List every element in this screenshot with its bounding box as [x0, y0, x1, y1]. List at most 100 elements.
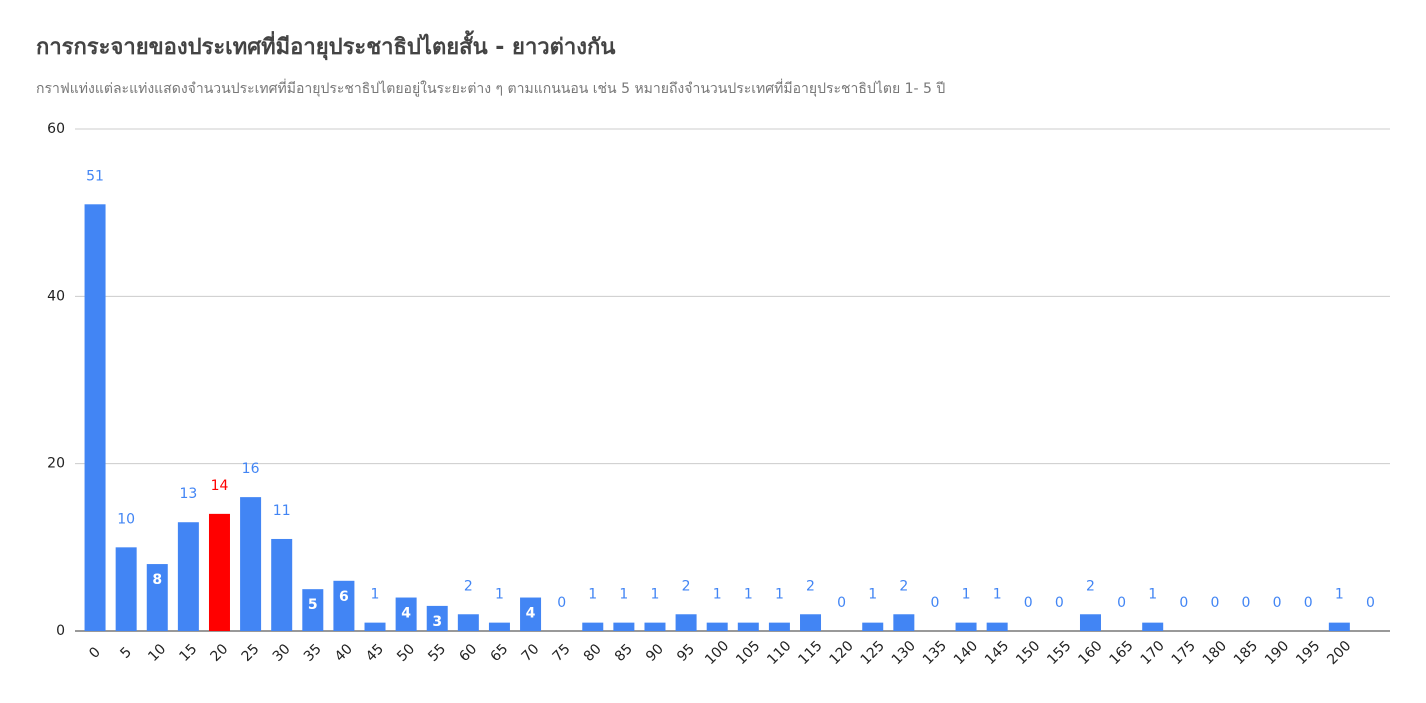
value-label: 1 — [868, 587, 877, 603]
value-label: 1 — [1148, 587, 1157, 603]
x-tick-label: 165 — [1106, 638, 1136, 668]
x-tick-label: 75 — [550, 641, 574, 665]
value-label: 6 — [339, 589, 349, 605]
value-label: 11 — [273, 503, 291, 519]
x-tick-label: 80 — [581, 641, 605, 665]
bar — [84, 204, 106, 632]
x-tick-label: 185 — [1231, 638, 1261, 668]
x-tick-label: 60 — [456, 641, 480, 665]
bar — [426, 605, 448, 631]
bar — [395, 597, 417, 631]
x-tick-label: 115 — [795, 638, 825, 668]
x-tick-label: 125 — [858, 638, 888, 668]
value-label: 0 — [1273, 595, 1282, 611]
value-label: 4 — [401, 606, 411, 622]
value-label: 1 — [588, 587, 597, 603]
x-tick-label: 65 — [487, 641, 511, 665]
value-label: 1 — [713, 587, 722, 603]
value-label: 1 — [651, 587, 660, 603]
bar — [613, 622, 635, 631]
x-tick-label: 50 — [394, 641, 418, 665]
x-tick-label: 5 — [117, 644, 135, 662]
bar — [986, 622, 1008, 631]
value-label: 1 — [962, 587, 971, 603]
bar — [955, 622, 977, 631]
x-tick-label: 95 — [674, 641, 698, 665]
y-tick-label: 60 — [47, 121, 65, 137]
y-tick-label: 20 — [47, 456, 65, 472]
value-label: 14 — [211, 478, 229, 494]
bar — [488, 622, 510, 631]
value-label: 1 — [775, 587, 784, 603]
x-tick-label: 200 — [1324, 638, 1354, 668]
value-label: 0 — [1242, 595, 1251, 611]
x-tick-label: 55 — [425, 641, 449, 665]
value-label: 1 — [619, 587, 628, 603]
bar — [240, 497, 262, 631]
bar — [333, 580, 355, 631]
value-label: 2 — [682, 578, 691, 594]
value-label: 1 — [371, 587, 380, 603]
value-label: 10 — [117, 511, 135, 527]
value-label: 51 — [86, 168, 104, 184]
y-tick-label: 40 — [47, 288, 65, 304]
bar — [457, 614, 479, 631]
x-tick-label: 105 — [733, 638, 763, 668]
bar — [582, 622, 604, 631]
x-tick-label: 155 — [1044, 638, 1074, 668]
x-tick-label: 40 — [332, 641, 356, 665]
bar — [115, 547, 137, 631]
x-tick-label: 180 — [1200, 638, 1230, 668]
x-tick-label: 25 — [239, 641, 263, 665]
bar — [520, 597, 542, 631]
x-tick-label: 140 — [951, 638, 981, 668]
bar — [146, 564, 168, 631]
bar — [364, 622, 386, 631]
value-label: 0 — [837, 595, 846, 611]
value-label: 2 — [806, 578, 815, 594]
value-label: 1 — [993, 587, 1002, 603]
value-label: 2 — [1086, 578, 1095, 594]
value-label: 5 — [308, 597, 318, 613]
x-tick-label: 0 — [86, 644, 104, 662]
x-tick-label: 35 — [301, 641, 325, 665]
value-label: 1 — [744, 587, 753, 603]
chart-subtitle: กราฟแท่งแต่ละแท่งแสดงจำนวนประเทศที่มีอาย… — [36, 79, 945, 97]
x-tick-label: 10 — [145, 641, 169, 665]
x-tick-label: 160 — [1075, 638, 1105, 668]
value-label: 16 — [242, 461, 260, 477]
bar — [1079, 614, 1101, 631]
value-label: 13 — [179, 486, 197, 502]
value-label: 0 — [930, 595, 939, 611]
bar — [177, 522, 199, 631]
value-label: 0 — [1366, 595, 1375, 611]
x-tick-label: 45 — [363, 641, 387, 665]
x-tick-label: 85 — [612, 641, 636, 665]
bar — [737, 622, 759, 631]
bar — [271, 538, 293, 631]
value-label: 2 — [464, 578, 473, 594]
x-tick-label: 110 — [764, 638, 794, 668]
value-label: 1 — [1335, 587, 1344, 603]
x-tick-label: 100 — [702, 638, 732, 668]
x-tick-label: 70 — [519, 641, 543, 665]
x-tick-label: 130 — [889, 638, 919, 668]
x-tick-label: 190 — [1262, 638, 1292, 668]
value-label: 0 — [1117, 595, 1126, 611]
x-tick-label: 150 — [1013, 638, 1043, 668]
value-label: 0 — [557, 595, 566, 611]
bar — [768, 622, 790, 631]
bar — [208, 513, 230, 631]
x-tick-label: 120 — [827, 638, 857, 668]
bar — [893, 614, 915, 631]
value-label: 0 — [1304, 595, 1313, 611]
value-label: 4 — [526, 606, 536, 622]
value-label: 0 — [1055, 595, 1064, 611]
bar — [644, 622, 666, 631]
value-label: 2 — [899, 578, 908, 594]
bar — [1142, 622, 1164, 631]
x-tick-label: 20 — [208, 641, 232, 665]
x-tick-label: 145 — [982, 638, 1012, 668]
x-tick-label: 30 — [270, 641, 294, 665]
